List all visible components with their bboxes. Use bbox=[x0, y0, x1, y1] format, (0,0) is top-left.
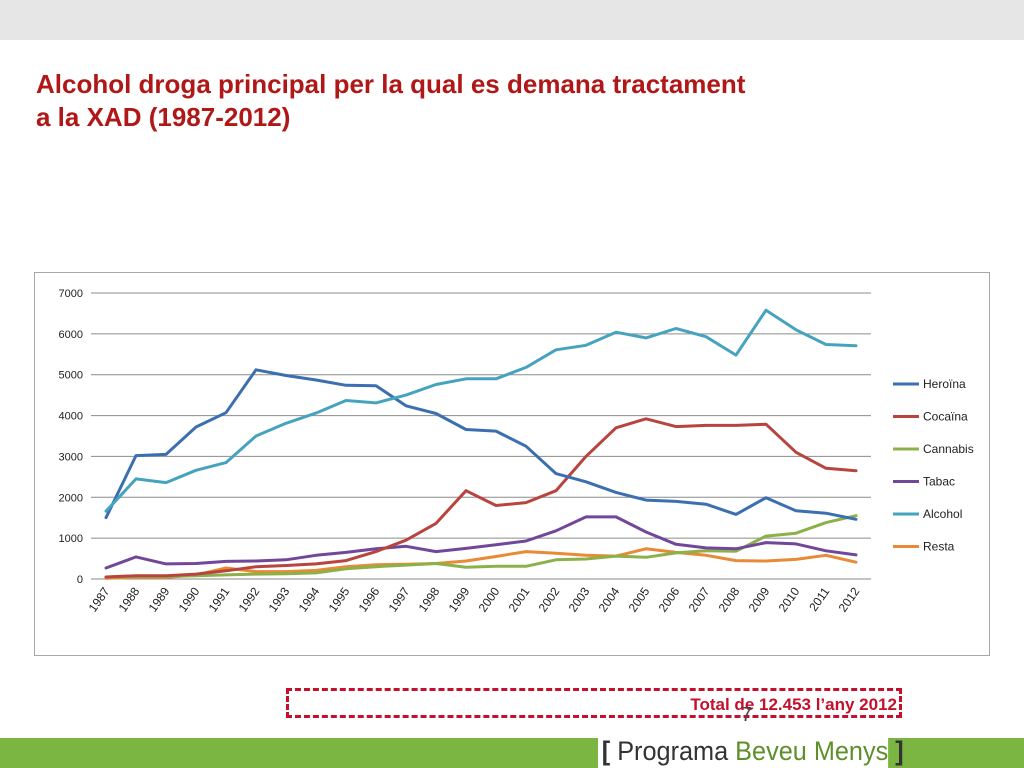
x-tick-label: 1995 bbox=[326, 584, 353, 614]
x-tick-label: 2009 bbox=[746, 584, 773, 614]
x-tick-label: 2000 bbox=[476, 584, 503, 614]
series-line-tabac bbox=[104, 515, 858, 570]
legend-label: Heroïna bbox=[923, 377, 966, 391]
slide-title: Alcohol droga principal per la qual es d… bbox=[36, 68, 936, 134]
x-tick-label: 2005 bbox=[626, 584, 653, 614]
slide-title-line-1: Alcohol droga principal per la qual es d… bbox=[36, 69, 746, 99]
total-callout: Total de 12.453 l’any 2012 bbox=[286, 688, 902, 718]
top-band bbox=[0, 0, 1024, 40]
series-line-cocaïna bbox=[104, 417, 858, 579]
x-tick-label: 2011 bbox=[806, 584, 832, 613]
x-tick-label: 1996 bbox=[356, 584, 383, 614]
logo-bracket-open: [ bbox=[601, 736, 611, 766]
x-tick-label: 1999 bbox=[446, 584, 473, 614]
series-line-heroïna bbox=[104, 368, 858, 521]
logo-bracket-close: ] bbox=[895, 736, 904, 766]
x-tick-label: 1990 bbox=[176, 584, 203, 614]
x-tick-label: 1989 bbox=[146, 584, 173, 614]
legend-label: Cocaïna bbox=[923, 410, 968, 424]
logo-word-programa: Programa bbox=[617, 736, 729, 766]
x-tick-label: 1997 bbox=[386, 584, 413, 614]
y-tick-label: 2000 bbox=[59, 492, 83, 504]
logo-word-beveu-menys: Beveu Menys bbox=[735, 736, 889, 766]
series-line-alcohol bbox=[104, 308, 858, 513]
y-tick-label: 7000 bbox=[59, 288, 83, 300]
x-tick-label: 2007 bbox=[686, 584, 713, 614]
x-tick-label: 2008 bbox=[716, 584, 743, 614]
x-tick-label: 1991 bbox=[206, 584, 233, 614]
slide-title-line-2: a la XAD (1987-2012) bbox=[36, 102, 291, 132]
x-tick-label: 2001 bbox=[506, 584, 533, 614]
x-tick-label: 2003 bbox=[566, 584, 593, 614]
y-tick-label: 0 bbox=[77, 574, 83, 586]
x-tick-label: 1988 bbox=[116, 584, 143, 614]
x-tick-label: 2006 bbox=[656, 584, 683, 614]
legend-label: Cannabis bbox=[923, 442, 974, 456]
y-tick-label: 4000 bbox=[59, 411, 83, 423]
y-tick-label: 6000 bbox=[59, 329, 83, 341]
x-tick-label: 1993 bbox=[266, 584, 293, 614]
x-tick-label: 2004 bbox=[596, 584, 623, 614]
x-tick-label: 2012 bbox=[836, 584, 863, 614]
legend-label: Tabac bbox=[923, 475, 955, 489]
y-tick-label: 1000 bbox=[59, 533, 83, 545]
line-chart: 0 1000 2000 3000 4000 5000 6000 7000 1987 1988 198… bbox=[59, 288, 974, 615]
x-tick-label: 1987 bbox=[86, 584, 113, 614]
chart-frame: 0 1000 2000 3000 4000 5000 6000 7000 1987 1988 198… bbox=[34, 272, 990, 656]
legend-label: Alcohol bbox=[923, 507, 962, 521]
y-tick-label: 5000 bbox=[59, 370, 83, 382]
x-tick-label: 2010 bbox=[776, 584, 803, 614]
x-tick-label: 1992 bbox=[236, 584, 263, 614]
series-line-cannabis bbox=[104, 514, 858, 579]
y-tick-label: 3000 bbox=[59, 451, 83, 463]
page-number: 7 bbox=[741, 704, 753, 726]
program-logo: [ Programa Beveu Menys ] bbox=[598, 734, 904, 768]
x-tick-label: 2002 bbox=[536, 584, 563, 614]
total-text: Total de 12.453 l’any 2012 bbox=[690, 695, 897, 714]
x-tick-label: 1998 bbox=[416, 584, 443, 614]
x-tick-label: 1994 bbox=[296, 584, 323, 614]
series-line-resta bbox=[104, 547, 858, 580]
legend-label: Resta bbox=[923, 540, 955, 554]
